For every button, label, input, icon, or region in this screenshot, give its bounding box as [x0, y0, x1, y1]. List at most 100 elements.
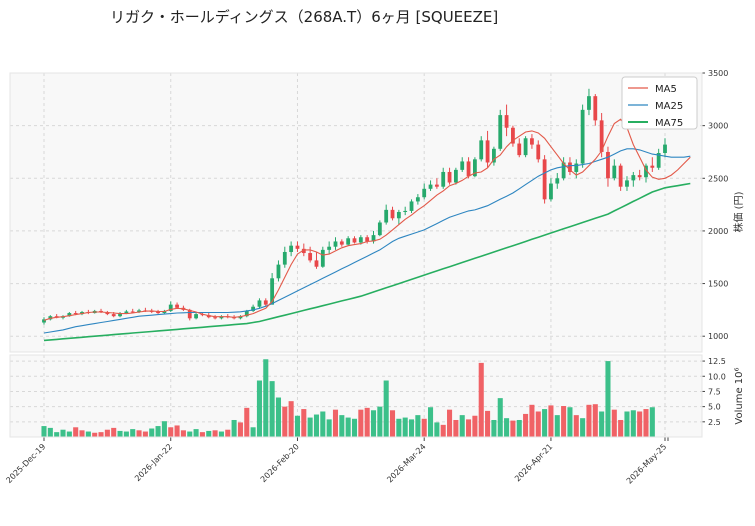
- volume-bar: [174, 425, 180, 437]
- volume-bar: [218, 431, 224, 437]
- candle-body: [42, 319, 46, 323]
- chart-title: リガク・ホールディングス（268A.T）6ヶ月 [SQUEEZE]: [110, 8, 499, 26]
- candle-body: [568, 162, 572, 172]
- volume-bar: [383, 380, 389, 437]
- candle-body: [270, 278, 275, 305]
- volume-bar: [415, 415, 421, 437]
- x-tick-label: 2026-Feb-20: [259, 442, 301, 484]
- volume-bar: [73, 427, 79, 437]
- price-y-tick-label: 3500: [708, 69, 728, 78]
- volume-bar: [396, 418, 402, 437]
- candle-body: [244, 310, 249, 317]
- candle-body: [656, 153, 661, 168]
- volume-bar: [275, 397, 281, 437]
- candle-body: [599, 120, 604, 152]
- volume-bar: [466, 419, 472, 437]
- volume-bar: [408, 419, 415, 437]
- x-tick-label: 2026-Mar-24: [385, 442, 427, 484]
- volume-bar: [535, 411, 541, 437]
- candle-body: [238, 316, 243, 319]
- volume-bar: [339, 415, 345, 437]
- volume-bar: [561, 406, 567, 437]
- volume-bar: [225, 429, 231, 437]
- volume-bar: [149, 428, 155, 437]
- volume-bar: [250, 427, 256, 437]
- candle-body: [663, 144, 667, 154]
- volume-bar: [282, 406, 288, 437]
- candle-body: [561, 162, 566, 179]
- candle-body: [434, 184, 439, 187]
- candle-body: [625, 180, 629, 187]
- volume-bar: [370, 410, 377, 437]
- candle-body: [213, 317, 217, 319]
- volume-bar: [263, 359, 269, 437]
- volume-bar: [237, 422, 243, 437]
- volume-bar: [643, 409, 649, 437]
- candle-body: [346, 238, 351, 245]
- volume-bar: [294, 415, 301, 437]
- candle-body: [282, 251, 287, 265]
- volume-bar: [66, 431, 72, 437]
- volume-bar: [301, 409, 307, 437]
- candle-body: [593, 96, 598, 121]
- candle-body: [371, 235, 376, 242]
- candle-body: [466, 161, 471, 177]
- volume-bar: [193, 429, 199, 437]
- volume-bar: [611, 409, 617, 437]
- volume-bar: [155, 426, 161, 437]
- candle-body: [111, 314, 116, 317]
- volume-bar: [199, 432, 205, 437]
- candle-body: [257, 300, 262, 307]
- volume-bar: [548, 405, 554, 437]
- volume-bar: [47, 427, 53, 437]
- volume-bar: [212, 430, 218, 437]
- volume-bar: [434, 422, 440, 437]
- candle-body: [289, 245, 294, 252]
- volume-bar: [637, 411, 643, 437]
- candle-body: [384, 209, 389, 223]
- candle-body: [67, 313, 72, 317]
- candle-body: [396, 211, 401, 219]
- candle-body: [320, 249, 325, 267]
- volume-bar: [592, 404, 598, 437]
- volume-y-tick-label: 7.5: [708, 387, 721, 396]
- legend-label: MA5: [655, 84, 677, 95]
- volume-bar: [485, 410, 491, 437]
- volume-y-tick-label: 2.5: [708, 418, 721, 427]
- volume-bar: [320, 411, 326, 437]
- candle-body: [339, 241, 344, 245]
- volume-bar: [168, 427, 174, 437]
- x-tick-label: 2026-May-25: [625, 442, 669, 486]
- volume-bar: [510, 420, 516, 437]
- candle-body: [390, 209, 395, 219]
- candle-body: [637, 175, 642, 178]
- volume-bar: [41, 426, 47, 437]
- candle-body: [549, 183, 553, 200]
- volume-bar: [244, 407, 250, 437]
- candle-body: [492, 148, 496, 163]
- volume-bar: [364, 407, 370, 437]
- candle-body: [358, 237, 363, 243]
- candle-body: [130, 311, 135, 313]
- volume-bar: [161, 421, 167, 437]
- volume-bar: [402, 417, 408, 437]
- volume-bar: [358, 409, 364, 437]
- volume-bar: [580, 418, 586, 437]
- volume-bar: [554, 415, 560, 437]
- volume-bar: [288, 401, 294, 437]
- volume-bar: [345, 417, 351, 437]
- price-y-tick-label: 2000: [708, 227, 728, 236]
- volume-panel-border: [9, 354, 703, 438]
- legend-box: [621, 76, 698, 130]
- volume-bar: [618, 419, 624, 437]
- candle-body: [523, 138, 528, 156]
- price-y-tick-label: 3000: [708, 122, 728, 131]
- price-y-tick-label: 1000: [708, 332, 728, 341]
- volume-bar: [630, 410, 636, 437]
- volume-bar: [307, 417, 313, 437]
- candle-body: [73, 313, 78, 315]
- candle-body: [333, 241, 338, 247]
- candle-body: [606, 151, 610, 179]
- candle-body: [542, 159, 547, 200]
- volume-bar: [351, 418, 358, 437]
